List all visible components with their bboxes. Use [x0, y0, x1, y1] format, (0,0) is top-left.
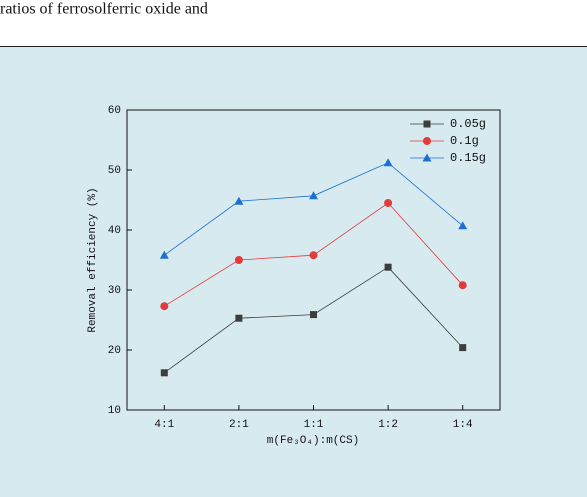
x-tick-label: 4:1 — [154, 419, 174, 431]
marker — [384, 199, 393, 207]
marker — [458, 221, 468, 230]
marker — [234, 256, 243, 264]
y-axis-label: Removal efficiency (%) — [87, 187, 99, 332]
marker — [422, 153, 432, 162]
header-text: ratios of ferrosolferric oxide and — [0, 1, 208, 18]
marker — [458, 281, 467, 290]
legend-label: 0.15g — [450, 151, 486, 165]
x-tick-label: 1:4 — [453, 419, 473, 431]
marker — [235, 314, 243, 322]
x-axis-label: m(Fe₃O₄):m(CS) — [267, 435, 359, 447]
marker — [423, 137, 431, 145]
marker — [160, 369, 168, 377]
legend-label: 0.05g — [450, 117, 486, 131]
marker — [309, 191, 318, 200]
marker — [310, 311, 317, 319]
x-tick-label: 1:1 — [304, 419, 324, 431]
figure-background — [0, 47, 587, 497]
y-tick-label: 60 — [108, 105, 121, 117]
x-tick-label: 2:1 — [229, 419, 249, 431]
marker — [423, 120, 431, 128]
y-tick-label: 30 — [108, 285, 121, 297]
marker — [383, 158, 393, 167]
y-tick-label: 50 — [108, 165, 121, 177]
x-tick-label: 1:2 — [378, 419, 398, 431]
legend-label: 0.1g — [450, 134, 479, 148]
y-tick-label: 20 — [108, 345, 121, 357]
marker — [384, 263, 392, 271]
marker — [459, 344, 467, 352]
y-tick-label: 40 — [108, 225, 121, 237]
marker — [160, 302, 169, 311]
marker — [234, 196, 244, 205]
y-tick-label: 10 — [108, 405, 121, 417]
marker — [159, 250, 169, 259]
marker — [309, 251, 318, 260]
